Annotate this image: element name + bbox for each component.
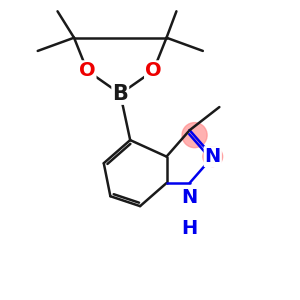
Circle shape	[182, 123, 207, 148]
Text: N: N	[182, 188, 198, 207]
Circle shape	[203, 147, 223, 166]
Text: H: H	[182, 219, 198, 238]
Text: N: N	[205, 147, 221, 166]
Text: O: O	[145, 61, 162, 80]
Text: B: B	[112, 84, 128, 104]
Text: O: O	[79, 61, 96, 80]
